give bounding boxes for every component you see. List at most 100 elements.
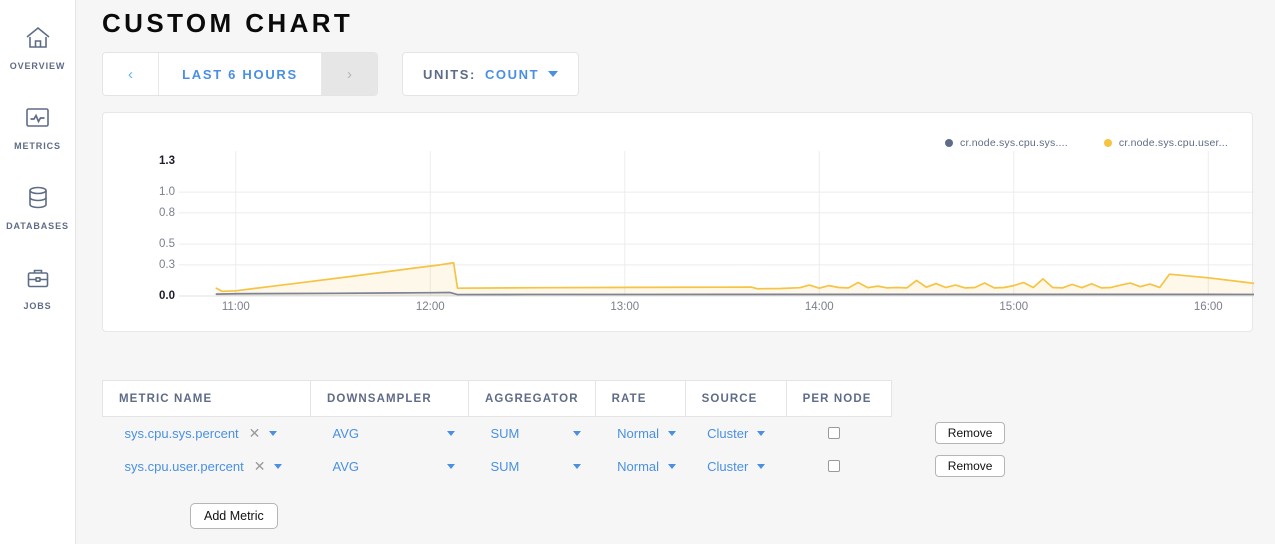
chevron-down-icon[interactable] <box>757 463 766 469</box>
chevron-down-icon[interactable] <box>668 463 677 469</box>
column-header-metric-name: Metric Name <box>102 380 311 417</box>
cell-per-node <box>786 417 891 450</box>
chevron-down-icon[interactable] <box>573 430 582 436</box>
chevron-right-icon: › <box>347 65 352 83</box>
downsampler-value[interactable]: AVG <box>332 458 360 474</box>
cell-remove: Remove <box>891 450 1006 483</box>
remove-metric-button[interactable]: Remove <box>935 455 1006 477</box>
cell-downsampler: AVG <box>311 417 469 450</box>
sidebar-item-label: Jobs <box>23 301 52 311</box>
cell-source: Cluster <box>685 450 786 483</box>
legend-item[interactable]: cr.node.sys.cpu.sys.... <box>945 137 1068 149</box>
clear-metric-icon[interactable]: ✕ <box>248 424 261 441</box>
chevron-down-icon <box>548 71 559 77</box>
x-axis-tick: 11:00 <box>221 301 250 313</box>
legend-label: cr.node.sys.cpu.user... <box>1118 137 1228 149</box>
table-row: sys.cpu.user.percent ✕ AVG SUM Normal Cluster… <box>103 450 1006 483</box>
column-header-source: Source <box>684 380 787 417</box>
sidebar-item-label: Databases <box>6 221 69 231</box>
cell-rate: Normal <box>595 450 685 483</box>
aggregator-value[interactable]: SUM <box>490 425 520 441</box>
cell-remove: Remove <box>891 417 1006 450</box>
sidebar: Overview Metrics Databases <box>0 0 76 544</box>
cell-per-node <box>786 450 891 483</box>
add-metric-button[interactable]: Add Metric <box>190 503 278 529</box>
y-axis-tick: 1.0 <box>159 186 175 199</box>
page-title: Custom Chart <box>102 8 354 38</box>
table-row: sys.cpu.sys.percent ✕ AVG SUM Normal Cluster R… <box>103 417 1006 450</box>
chevron-down-icon[interactable] <box>446 430 455 436</box>
y-axis-tick: 0.3 <box>159 258 175 271</box>
x-axis-tick: 16:00 <box>1193 301 1223 313</box>
cell-metric-name: sys.cpu.user.percent ✕ <box>103 450 311 483</box>
y-axis-tick: 0.5 <box>159 238 175 251</box>
database-icon <box>27 181 49 215</box>
chevron-down-icon[interactable] <box>757 430 766 436</box>
briefcase-icon <box>26 261 50 295</box>
column-header-aggregator: Aggregator <box>468 380 596 417</box>
x-axis-tick: 14:00 <box>804 301 834 313</box>
column-header-rate: Rate <box>594 380 686 417</box>
chart-toolbar: ‹ Last 6 Hours › Units: Count <box>102 52 580 96</box>
home-icon <box>25 21 51 55</box>
x-axis-tick: 12:00 <box>415 301 445 313</box>
chart-monitor-icon <box>25 101 50 135</box>
sidebar-item-label: Metrics <box>14 141 61 151</box>
x-axis-tick: 15:00 <box>999 301 1029 313</box>
rate-value[interactable]: Normal <box>617 425 660 441</box>
metric-name-value[interactable]: sys.cpu.user.percent <box>124 458 244 474</box>
units-selector: Units: Count <box>402 52 580 96</box>
chart-plot-area[interactable] <box>103 113 1254 333</box>
cell-aggregator: SUM <box>469 450 596 483</box>
remove-metric-button[interactable]: Remove <box>935 422 1006 444</box>
chevron-down-icon[interactable] <box>446 463 455 469</box>
chevron-down-icon[interactable] <box>668 430 677 436</box>
sidebar-item-overview[interactable]: Overview <box>0 6 75 86</box>
time-range-label-button[interactable]: Last 6 Hours <box>159 53 321 95</box>
cell-downsampler: AVG <box>311 450 469 483</box>
chevron-left-icon: ‹ <box>128 65 133 83</box>
aggregator-value[interactable]: SUM <box>490 458 520 474</box>
legend-label: cr.node.sys.cpu.sys.... <box>960 137 1068 149</box>
units-dropdown-button[interactable]: Units: Count <box>403 53 579 95</box>
sidebar-item-databases[interactable]: Databases <box>0 166 75 246</box>
chart-legend: cr.node.sys.cpu.sys.... cr.node.sys.cpu.… <box>945 137 1228 149</box>
y-axis-tick: 0.0 <box>159 290 175 302</box>
legend-color-dot <box>1103 139 1112 147</box>
next-range-button[interactable]: › <box>321 53 377 95</box>
metrics-table-container: Metric Name Downsampler Aggregator Rate … <box>102 380 1142 483</box>
metric-name-value[interactable]: sys.cpu.sys.percent <box>124 425 239 441</box>
prev-range-button[interactable]: ‹ <box>103 53 159 95</box>
cell-rate: Normal <box>595 417 685 450</box>
chevron-down-icon[interactable] <box>274 463 283 469</box>
legend-color-dot <box>945 139 954 147</box>
source-value[interactable]: Cluster <box>707 425 749 441</box>
chevron-down-icon[interactable] <box>269 430 278 436</box>
units-value: Count <box>484 66 540 82</box>
downsampler-value[interactable]: AVG <box>332 425 360 441</box>
legend-item[interactable]: cr.node.sys.cpu.user... <box>1103 137 1228 149</box>
cell-metric-name: sys.cpu.sys.percent ✕ <box>103 417 311 450</box>
cell-source: Cluster <box>685 417 786 450</box>
metrics-table: Metric Name Downsampler Aggregator Rate … <box>102 380 1006 483</box>
y-axis-tick: 0.8 <box>159 206 175 219</box>
sidebar-item-jobs[interactable]: Jobs <box>0 246 75 326</box>
clear-metric-icon[interactable]: ✕ <box>253 457 266 474</box>
table-header-row: Metric Name Downsampler Aggregator Rate … <box>102 380 1006 417</box>
column-header-downsampler: Downsampler <box>310 380 469 417</box>
units-label: Units: <box>423 66 476 82</box>
per-node-checkbox[interactable] <box>828 460 841 472</box>
rate-value[interactable]: Normal <box>617 458 660 474</box>
x-axis-tick: 13:00 <box>610 301 640 313</box>
y-axis-labels: 0.0 0.3 0.5 0.8 1.0 1.3 <box>127 113 175 333</box>
main-content: Custom Chart ‹ Last 6 Hours › Units: Cou… <box>76 0 1275 544</box>
column-header-per-node: Per Node <box>785 380 892 417</box>
per-node-checkbox[interactable] <box>828 427 841 440</box>
y-axis-tick: 1.3 <box>159 155 175 167</box>
sidebar-item-label: Overview <box>9 61 66 71</box>
cell-aggregator: SUM <box>469 417 596 450</box>
source-value[interactable]: Cluster <box>707 458 749 474</box>
chevron-down-icon[interactable] <box>573 463 582 469</box>
chart-card: cr.node.sys.cpu.sys.... cr.node.sys.cpu.… <box>102 112 1254 333</box>
sidebar-item-metrics[interactable]: Metrics <box>0 86 75 166</box>
